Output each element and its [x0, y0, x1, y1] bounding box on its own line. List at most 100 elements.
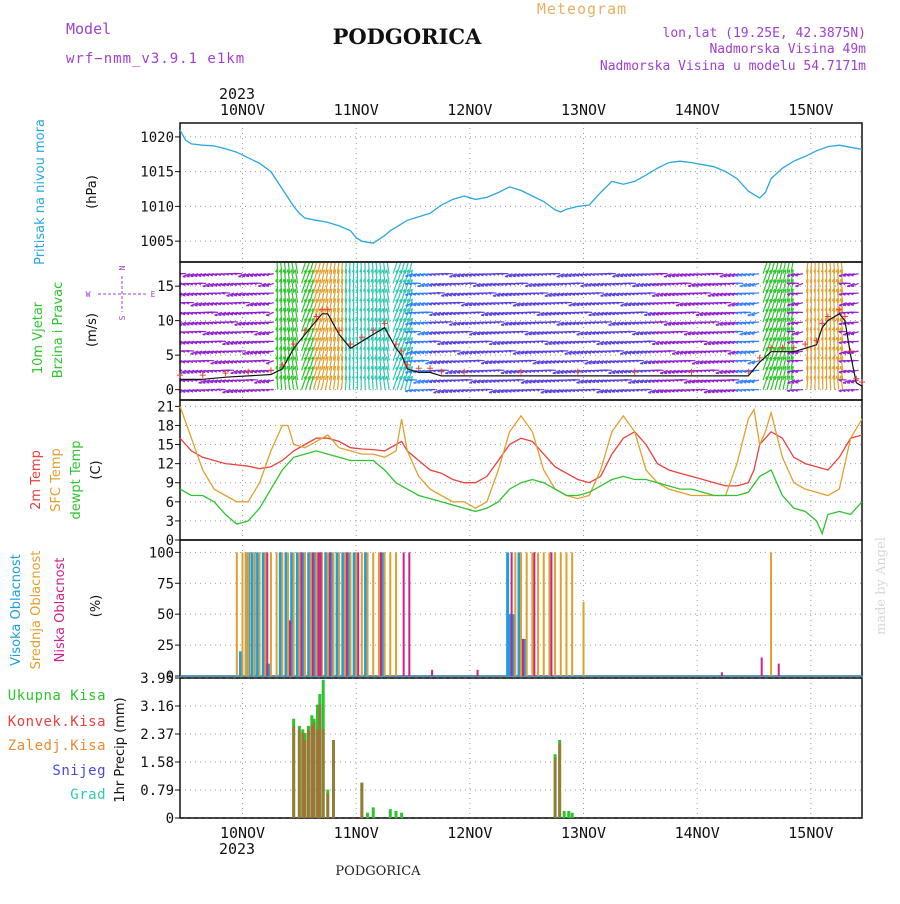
wind-arrow-head	[596, 363, 599, 364]
wind-arrow-head	[509, 373, 512, 374]
wind-arrow-head	[684, 275, 687, 276]
wind-arrow-head	[751, 286, 754, 287]
top-day-label: 11NOV	[334, 101, 379, 119]
cloud-label-high: Visoka Oblacnost	[9, 554, 24, 666]
wind-arrow-head	[648, 382, 651, 383]
wind-arrow-head	[461, 372, 464, 373]
low-cloud-bar	[300, 552, 302, 676]
mid-cloud-bar	[310, 552, 312, 676]
precip-legend-conv: Konvek.Kisa	[8, 714, 106, 730]
mid-cloud-bar	[327, 552, 329, 676]
wind-arrow-head	[588, 304, 591, 305]
wind-arrow-head	[596, 285, 599, 286]
wind-arrow-head	[600, 363, 603, 364]
meteogram-label: Meteogram	[537, 0, 627, 18]
wind-arrow-head	[747, 353, 750, 354]
wind-arrow-head	[564, 343, 567, 344]
wind-arrow-head	[672, 276, 675, 277]
wind-arrow-head	[668, 373, 671, 374]
wind-arrow-head	[509, 295, 512, 296]
mid-cloud-bar	[259, 552, 261, 676]
wind-arrow-head	[684, 324, 687, 325]
wind-arrow-head	[537, 334, 540, 335]
wind-arrow-head	[652, 285, 655, 286]
wind-arrow-head	[199, 305, 202, 306]
top-day-label: 15NOV	[788, 101, 833, 119]
wind-arrow-head	[187, 325, 190, 326]
wind-arrow-head	[453, 391, 456, 392]
wind-arrow-head	[226, 363, 229, 364]
wind-arrow-head	[795, 305, 798, 306]
wind-arrow-head	[787, 372, 790, 373]
wind-arrow-head	[851, 305, 854, 306]
wind-arrow-head	[425, 353, 428, 354]
wind-arrow-head	[473, 353, 476, 354]
wind-arrow-head	[477, 305, 480, 306]
precip-legend-total: Ukupna Kisa	[8, 688, 106, 704]
wind-arrow-head	[588, 382, 591, 383]
wind-arrow-head	[477, 334, 480, 335]
wind-arrow-head	[409, 276, 412, 277]
wind-arrow-head	[565, 324, 568, 325]
wind-arrow-head	[485, 363, 488, 364]
y-tick-label: 1010	[140, 199, 174, 215]
wind-arrow-head	[545, 363, 548, 364]
wind-arrows	[174, 260, 858, 393]
wind-arrow-head	[481, 286, 484, 287]
y-tick-label: 1020	[140, 130, 174, 146]
compass-s: S	[118, 315, 127, 320]
wind-arrow-head	[680, 305, 683, 306]
wind-arrow-head	[608, 344, 611, 345]
wind-arrow-head	[182, 392, 185, 393]
wind-arrow-head	[242, 276, 245, 277]
wind-arrow-head	[644, 334, 647, 335]
wind-arrow-head	[222, 285, 225, 286]
wind-arrow-head	[724, 373, 727, 374]
wind-arrow-head	[457, 343, 460, 344]
wind-arrow-head	[715, 314, 718, 315]
wind-arrow-head	[218, 334, 221, 335]
low-cloud-bar	[346, 552, 348, 676]
wind-arrow-head	[723, 391, 726, 392]
low-cloud-bar	[511, 552, 513, 676]
wind-arrow-head	[525, 353, 528, 354]
mid-cloud-bar	[332, 552, 334, 676]
wind-arrow-head	[473, 305, 476, 306]
wind-arrow-head	[254, 353, 257, 354]
wind-arrow-head	[457, 295, 460, 296]
wind-arrow-head	[445, 296, 448, 297]
low-cloud-bar	[266, 552, 268, 676]
wind-arrow-head	[413, 276, 416, 277]
top-day-label: 13NOV	[561, 101, 606, 119]
wind-arrow-head	[787, 324, 790, 325]
wind-arrow-head	[747, 382, 750, 383]
mid-cloud-bar	[247, 552, 249, 676]
wind-arrow-head	[732, 354, 735, 355]
temp-label-dew: dewpt Temp	[69, 440, 84, 519]
wind-arrow-head	[640, 353, 643, 354]
wind-arrow-head	[529, 353, 532, 354]
wind-arrow-head	[230, 296, 233, 297]
wind-arrow-head	[564, 295, 567, 296]
wind-arrow-head	[242, 343, 245, 344]
mid-cloud-bar	[245, 552, 247, 676]
wind-arrow-head	[688, 305, 691, 306]
wind-arrow-head	[449, 295, 452, 296]
bottom-year-label: 2023	[219, 840, 255, 858]
wind-arrow-head	[739, 353, 742, 354]
wind-arrow-head	[736, 353, 739, 354]
wind-arrow-head	[628, 305, 631, 306]
wind-arrow-head	[851, 382, 854, 383]
wind-arrow-head	[238, 373, 241, 374]
wind-arrow-head	[517, 276, 520, 277]
wind-arrow-head	[266, 334, 269, 335]
mid-cloud-bar	[395, 552, 397, 676]
mid-cloud-bar	[583, 602, 585, 676]
conv-rain-bar	[318, 705, 321, 818]
mid-cloud-bar	[253, 552, 255, 676]
wind-arrow-head	[174, 351, 177, 352]
conv-rain-bar	[298, 729, 301, 818]
temp-label-sfc: SFC Temp	[49, 448, 64, 512]
mid-cloud-bar	[236, 552, 238, 676]
wind-arrow-head	[497, 362, 500, 363]
